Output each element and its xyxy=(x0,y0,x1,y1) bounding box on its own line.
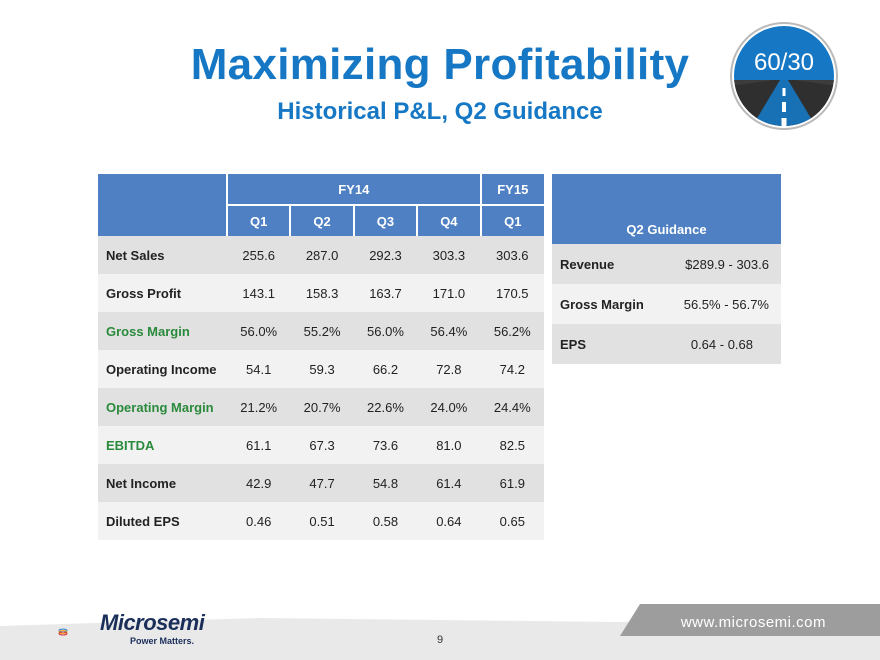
table-cell: 163.7 xyxy=(353,274,418,312)
footer-band xyxy=(0,604,880,660)
table-cell: 0.51 xyxy=(290,502,354,540)
page-title: Maximizing Profitability xyxy=(190,40,690,89)
table-cell: 72.8 xyxy=(417,350,481,388)
table-cell: 24.0% xyxy=(417,388,481,426)
table-cell: 74.2 xyxy=(480,350,544,388)
guidance-value: 56.5% - 56.7% xyxy=(663,284,781,324)
table-row: Net Income 42.9 47.7 54.8 61.4 61.9 xyxy=(98,464,544,502)
table-cell: 56.0% xyxy=(353,312,418,350)
table-cell: 42.9 xyxy=(227,464,291,502)
table-cell: 73.6 xyxy=(353,426,418,464)
microsemi-tagline: Power Matters. xyxy=(130,636,195,646)
row-label: Net Income xyxy=(98,464,227,502)
table-cell: 0.58 xyxy=(353,502,418,540)
table-cell: 81.0 xyxy=(417,426,481,464)
table-row: Operating Income 54.1 59.3 66.2 72.8 74.… xyxy=(98,350,544,388)
table-cell: 59.3 xyxy=(290,350,354,388)
guidance-row: Gross Margin 56.5% - 56.7% xyxy=(552,284,781,324)
table-row: Diluted EPS 0.46 0.51 0.58 0.64 0.65 xyxy=(98,502,544,540)
table-cell: 0.64 xyxy=(417,502,481,540)
guidance-label: Gross Margin xyxy=(552,284,664,324)
table-cell: 292.3 xyxy=(353,236,418,274)
column-header: Q1 xyxy=(479,205,544,236)
table-cell: 24.4% xyxy=(480,388,544,426)
row-label: Diluted EPS xyxy=(98,502,227,540)
table-cell: 61.4 xyxy=(417,464,481,502)
column-header-row: Q1 Q2 Q3 Q4 Q1 xyxy=(98,205,544,236)
microsemi-logo-icon xyxy=(58,628,68,636)
table-cell: 21.2% xyxy=(227,388,291,426)
guidance-row: Revenue $289.9 - 303.6 xyxy=(552,244,781,284)
column-header: Q4 xyxy=(416,205,481,236)
column-header: Q2 xyxy=(289,205,354,236)
table-cell: 22.6% xyxy=(353,388,418,426)
guidance-label: Revenue xyxy=(552,244,664,284)
guidance-header: Q2 Guidance xyxy=(552,174,781,244)
table-cell: 0.65 xyxy=(480,502,544,540)
group-header-row: FY14 FY15 xyxy=(98,174,544,236)
table-cell: 303.3 xyxy=(417,236,481,274)
guidance-value: 0.64 - 0.68 xyxy=(663,324,781,364)
table-row: Net Sales 255.6 287.0 292.3 303.3 303.6 xyxy=(98,236,544,274)
table-cell: 47.7 xyxy=(290,464,354,502)
table-cell: 143.1 xyxy=(227,274,291,312)
table-cell: 56.2% xyxy=(480,312,544,350)
table-row: Gross Profit 143.1 158.3 163.7 171.0 170… xyxy=(98,274,544,312)
table-cell: 56.0% xyxy=(227,312,291,350)
table-cell: 170.5 xyxy=(480,274,544,312)
group-header-fy15: FY15 xyxy=(479,174,544,206)
column-header: Q3 xyxy=(352,205,418,236)
group-header-fy14: FY14 xyxy=(226,174,481,206)
table-cell: 171.0 xyxy=(417,274,481,312)
60-30-road-badge: 60/30 xyxy=(730,22,838,130)
table-cell: 82.5 xyxy=(480,426,544,464)
row-label: Operating Margin xyxy=(98,388,227,426)
guidance-value: $289.9 - 303.6 xyxy=(663,244,781,284)
corner-cell xyxy=(98,174,227,236)
guidance-row: EPS 0.64 - 0.68 xyxy=(552,324,781,364)
row-label: Gross Margin xyxy=(98,312,227,350)
table-cell: 255.6 xyxy=(227,236,291,274)
table-cell: 54.8 xyxy=(353,464,418,502)
table-cell: 20.7% xyxy=(290,388,354,426)
column-header: Q1 xyxy=(225,205,291,236)
pl-table: FY14 FY15 Q1 Q2 Q3 Q4 Q1 Net Sales 255.6… xyxy=(98,174,544,540)
table-cell: 158.3 xyxy=(290,274,354,312)
table-cell: 54.1 xyxy=(227,350,291,388)
table-row: Gross Margin 56.0% 55.2% 56.0% 56.4% 56.… xyxy=(98,312,544,350)
row-label: Operating Income xyxy=(98,350,227,388)
row-label: Net Sales xyxy=(98,236,227,274)
table-cell: 61.9 xyxy=(480,464,544,502)
guidance-table: Q2 Guidance Revenue $289.9 - 303.6 Gross… xyxy=(552,174,781,364)
guidance-header-row: Q2 Guidance xyxy=(552,174,781,244)
table-cell: 287.0 xyxy=(290,236,354,274)
badge-text: 60/30 xyxy=(754,49,814,76)
table-cell: 0.46 xyxy=(227,502,291,540)
table-cell: 303.6 xyxy=(480,236,544,274)
row-label: EBITDA xyxy=(98,426,227,464)
table-cell: 55.2% xyxy=(290,312,354,350)
microsemi-logo-text: Microsemi xyxy=(100,610,205,635)
website-url: www.microsemi.com xyxy=(680,614,826,631)
row-label: Gross Profit xyxy=(98,274,227,312)
table-cell: 56.4% xyxy=(417,312,481,350)
table-row: EBITDA 61.1 67.3 73.6 81.0 82.5 xyxy=(98,426,544,464)
guidance-label: EPS xyxy=(552,324,664,364)
page-subtitle: Historical P&L, Q2 Guidance xyxy=(277,98,603,125)
page-number: 9 xyxy=(436,634,444,646)
table-row: Operating Margin 21.2% 20.7% 22.6% 24.0%… xyxy=(98,388,544,426)
table-cell: 61.1 xyxy=(227,426,291,464)
table-cell: 66.2 xyxy=(353,350,418,388)
table-cell: 67.3 xyxy=(290,426,354,464)
